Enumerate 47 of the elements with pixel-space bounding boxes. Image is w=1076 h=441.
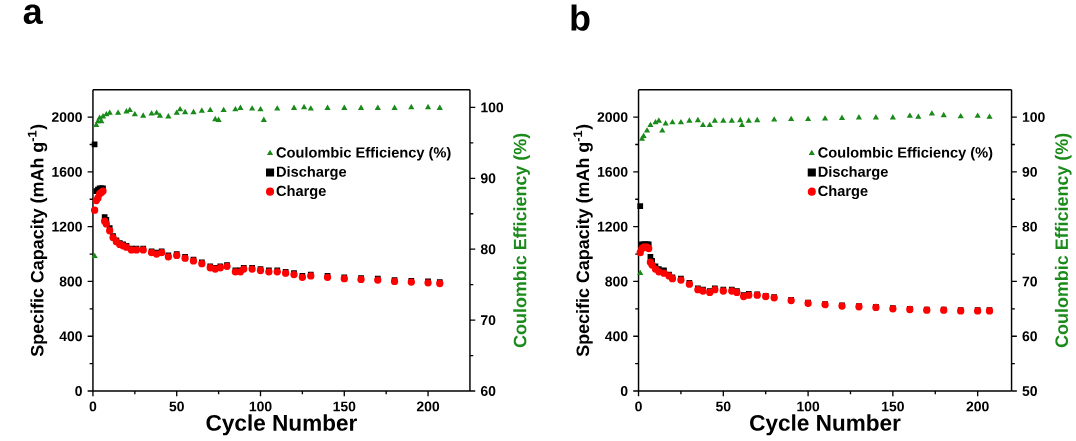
y2-tick-label: 50 [1022,385,1037,396]
y2-tick-label: 70 [1022,276,1037,287]
legend-label: Charge [276,185,326,199]
y2-tick-label: 100 [481,102,504,113]
legend-label: Coulombic Efficiency (%) [276,146,451,161]
legend-label: Coulombic Efficiency (%) [818,146,993,161]
x-tick-label: 200 [416,401,440,412]
x-axis-title: Cycle Number [750,414,901,436]
y-tick-label: 0 [620,385,628,396]
x-tick-label: 100 [797,401,820,412]
x-tick-label: 50 [716,401,731,412]
x-tick-label: 0 [89,401,97,412]
y-tick-label: 2000 [597,111,628,122]
y-tick-label: 1200 [52,221,82,232]
legend-label: Discharge [277,165,347,180]
chart-title: b [571,4,590,31]
y-tick-label: 1200 [597,221,628,232]
y-tick-label: 800 [605,276,628,287]
y2-tick-label: 80 [1022,221,1037,232]
y-tick-label: 1600 [52,166,82,177]
x-axis-title: Cycle Number [206,414,357,436]
legend-label: Discharge [818,165,888,180]
chart-title: a [23,4,43,24]
x-tick-label: 0 [635,401,642,412]
y-tick-label: 400 [59,331,82,341]
y2-tick-label: 70 [481,314,496,325]
y2-axis-title: Coulombic Efficiency (%) [1054,133,1072,347]
x-tick-label: 150 [333,401,356,412]
y2-tick-label: 100 [1022,111,1045,122]
x-tick-label: 200 [966,401,989,412]
y-tick-label: 800 [59,276,82,287]
y-tick-label: 400 [605,331,628,341]
x-tick-label: 100 [249,401,272,412]
y-axis-title: Specific Capacity (mAh g$^{-1}$) [573,124,593,357]
y-tick-label: 1600 [597,166,628,177]
y-tick-label: 2000 [51,111,82,122]
y2-tick-label: 60 [480,385,496,396]
y2-tick-label: 90 [1022,166,1037,177]
y2-tick-label: 90 [480,173,496,184]
legend-label: Charge [818,185,868,199]
y-axis-title: Specific Capacity (mAh g$^{-1}$) [27,124,48,357]
y2-tick-label: 60 [1022,331,1037,341]
y2-tick-label: 80 [480,244,496,254]
y-tick-label: 0 [75,385,82,396]
x-tick-label: 50 [169,401,184,412]
x-tick-label: 150 [882,401,904,412]
y2-axis-title: Coulombic Efficiency (%) [513,133,530,347]
